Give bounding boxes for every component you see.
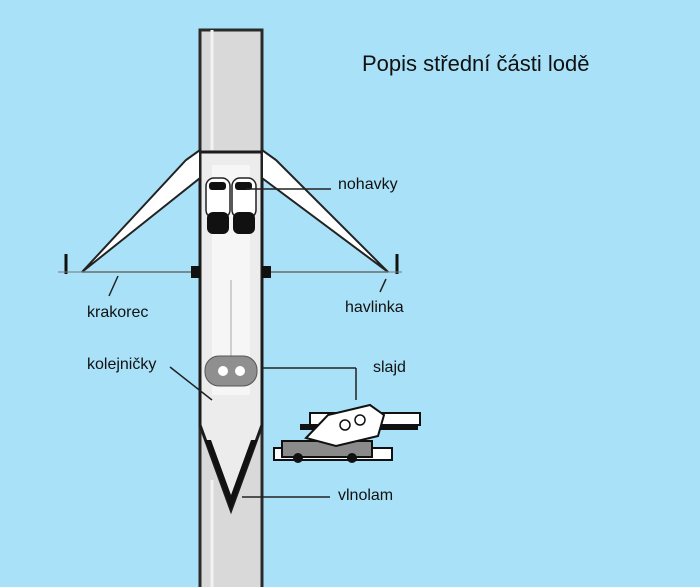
label-vlnolam: vlnolam <box>338 487 394 504</box>
wave-breaker <box>205 440 257 510</box>
label-kolejnicky: kolejničky <box>87 356 157 373</box>
rigger-left <box>58 148 201 274</box>
label-havlinka: havlinka <box>345 299 404 316</box>
label-nohavky: nohavky <box>338 176 398 193</box>
rigger-mount-left <box>191 266 200 278</box>
seat <box>204 355 258 387</box>
diagram-title: Popis střední části lodě <box>362 51 590 76</box>
label-krakorec: krakorec <box>87 304 149 321</box>
label-slajd: slajd <box>373 359 406 376</box>
foot-stretchers <box>205 177 257 234</box>
rigger-mount-right <box>262 266 271 278</box>
leader-lines <box>108 188 387 498</box>
slide-detail <box>273 403 421 463</box>
rigger-right <box>261 148 402 274</box>
